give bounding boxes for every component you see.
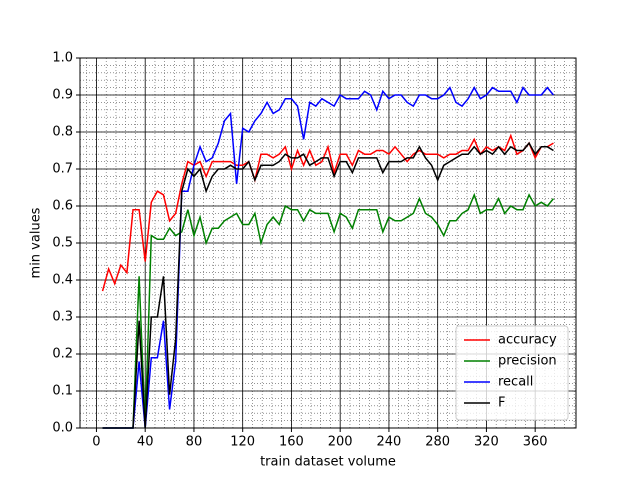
y-tick-label: 0.1: [52, 384, 73, 399]
y-tick-label: 1.0: [52, 51, 73, 66]
y-tick-label: 0.3: [52, 310, 73, 325]
plot-frame: [79, 57, 577, 429]
y-axis-label: min values: [29, 207, 44, 278]
x-tick-label: 280: [425, 435, 450, 450]
legend-label: accuracy: [498, 333, 557, 348]
y-tick-label: 0.7: [52, 162, 73, 177]
series-line: [102, 192, 555, 429]
x-tick-label: 80: [186, 435, 203, 450]
x-tick-label: 40: [137, 435, 154, 450]
legend-label: recall: [498, 375, 533, 390]
y-tick-label: 0.2: [52, 347, 73, 362]
y-tick-label: 0.4: [52, 273, 73, 288]
legend-label: F: [498, 396, 505, 411]
legend-box: [455, 325, 569, 421]
x-tick-label: 240: [377, 435, 402, 450]
x-tick-label: 120: [230, 435, 255, 450]
series-line: [101, 133, 554, 292]
x-tick-label: 360: [523, 435, 548, 450]
x-tick-label: 320: [474, 435, 499, 450]
legend: accuracy precision recall F: [455, 325, 569, 421]
y-tick-label: 0.0: [52, 421, 73, 436]
legend-label: precision: [498, 354, 557, 369]
y-tick-label: 0.6: [52, 199, 73, 214]
y-tick-label: 0.5: [52, 236, 73, 251]
x-tick-label: 160: [279, 435, 304, 450]
y-tick-label: 0.9: [52, 88, 73, 103]
x-tick-label: 200: [328, 435, 353, 450]
x-tick-label: 0: [92, 435, 100, 450]
x-axis-label: train dataset volume: [260, 455, 396, 470]
series-line: [102, 141, 554, 429]
y-tick-label: 0.8: [52, 125, 73, 140]
